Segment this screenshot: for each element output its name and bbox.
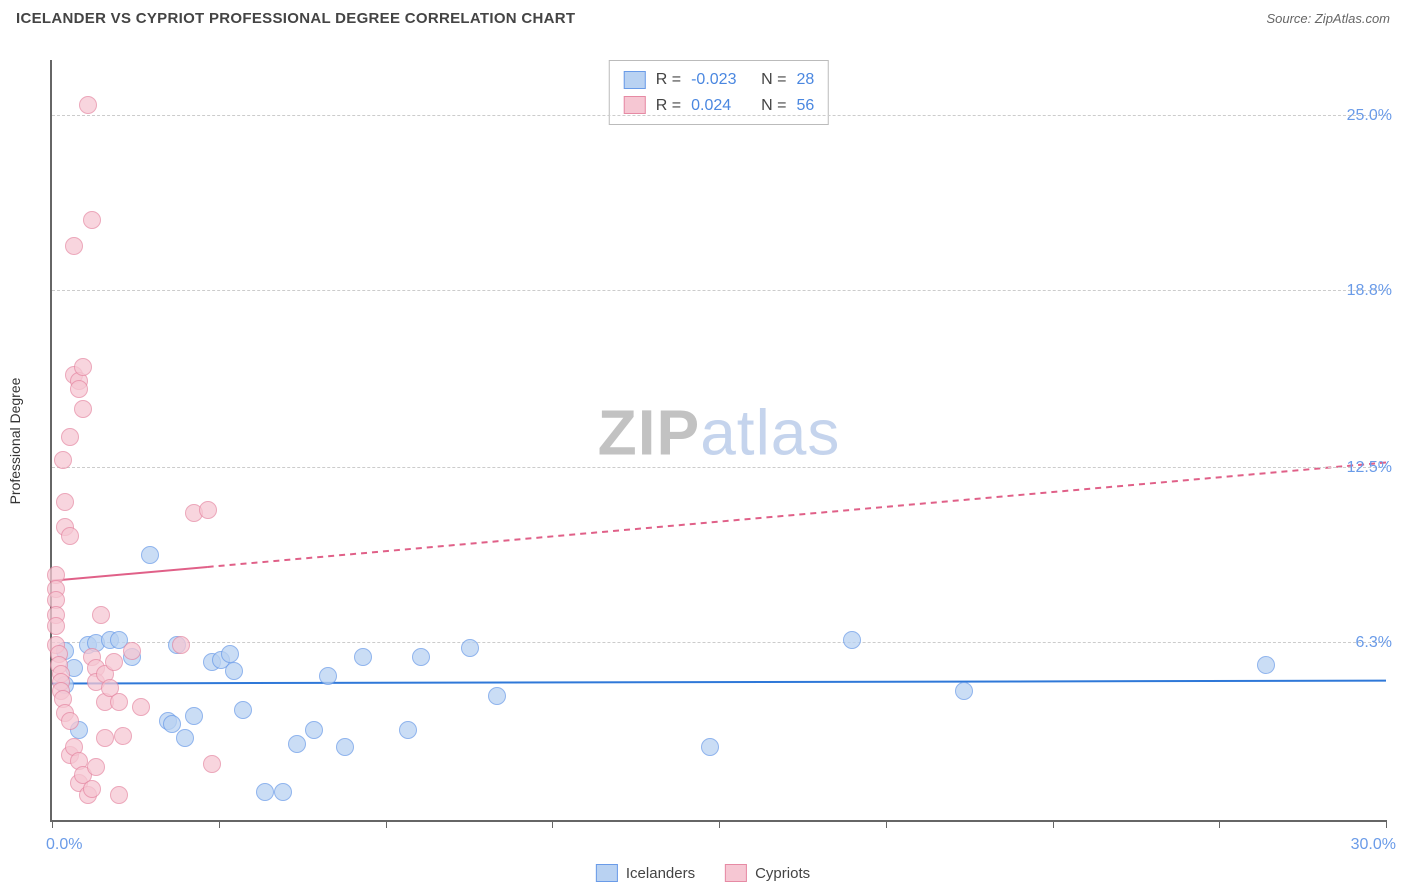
data-point	[336, 738, 354, 756]
data-point	[274, 783, 292, 801]
watermark-atlas: atlas	[700, 397, 840, 469]
data-point	[172, 636, 190, 654]
data-point	[843, 631, 861, 649]
data-point	[123, 642, 141, 660]
legend-swatch	[596, 864, 618, 882]
data-point	[110, 693, 128, 711]
data-point	[61, 428, 79, 446]
data-point	[203, 755, 221, 773]
legend-swatch	[624, 71, 646, 89]
y-axis-label: Professional Degree	[7, 378, 23, 505]
series-legend: Icelanders Cypriots	[596, 864, 810, 882]
gridline	[52, 290, 1386, 291]
gridline	[52, 642, 1386, 643]
legend-item: Cypriots	[725, 864, 810, 882]
x-tick	[1053, 820, 1054, 828]
data-point	[288, 735, 306, 753]
data-point	[461, 639, 479, 657]
legend-swatch	[624, 96, 646, 114]
data-point	[61, 527, 79, 545]
data-point	[70, 380, 88, 398]
data-point	[61, 712, 79, 730]
r-value: -0.023	[691, 67, 751, 93]
data-point	[96, 729, 114, 747]
data-point	[56, 493, 74, 511]
data-point	[141, 546, 159, 564]
data-point	[176, 729, 194, 747]
data-point	[955, 682, 973, 700]
legend-swatch	[725, 864, 747, 882]
x-tick	[552, 820, 553, 828]
data-point	[54, 451, 72, 469]
data-point	[305, 721, 323, 739]
data-point	[199, 501, 217, 519]
data-point	[701, 738, 719, 756]
data-point	[79, 96, 97, 114]
data-point	[488, 687, 506, 705]
x-tick	[719, 820, 720, 828]
gridline	[52, 115, 1386, 116]
legend-label: Icelanders	[626, 865, 695, 882]
x-tick	[886, 820, 887, 828]
data-point	[319, 667, 337, 685]
y-tick-label: 12.5%	[1337, 459, 1392, 477]
trend-lines	[52, 60, 1386, 820]
x-axis-max-label: 30.0%	[1351, 836, 1396, 854]
watermark-zip: ZIP	[598, 397, 701, 469]
data-point	[47, 617, 65, 635]
data-point	[92, 606, 110, 624]
data-point	[83, 211, 101, 229]
legend-item: Icelanders	[596, 864, 695, 882]
stats-row: R = -0.023 N = 28	[624, 67, 814, 93]
x-tick	[386, 820, 387, 828]
data-point	[185, 707, 203, 725]
x-tick	[52, 820, 53, 828]
legend-label: Cypriots	[755, 865, 810, 882]
y-tick-label: 25.0%	[1337, 107, 1392, 125]
n-label: N =	[761, 67, 786, 93]
x-tick	[1219, 820, 1220, 828]
data-point	[234, 701, 252, 719]
r-label: R =	[656, 67, 681, 93]
data-point	[132, 698, 150, 716]
chart-title: ICELANDER VS CYPRIOT PROFESSIONAL DEGREE…	[16, 10, 575, 27]
data-point	[65, 237, 83, 255]
x-tick	[1386, 820, 1387, 828]
data-point	[256, 783, 274, 801]
data-point	[114, 727, 132, 745]
data-point	[74, 358, 92, 376]
data-point	[221, 645, 239, 663]
data-point	[105, 653, 123, 671]
n-value: 28	[796, 67, 814, 93]
y-tick-label: 18.8%	[1337, 282, 1392, 300]
chart-header: ICELANDER VS CYPRIOT PROFESSIONAL DEGREE…	[0, 0, 1406, 33]
data-point	[399, 721, 417, 739]
data-point	[83, 780, 101, 798]
data-point	[74, 400, 92, 418]
data-point	[163, 715, 181, 733]
gridline	[52, 467, 1386, 468]
watermark: ZIPatlas	[598, 396, 841, 470]
data-point	[412, 648, 430, 666]
data-point	[110, 786, 128, 804]
data-point	[354, 648, 372, 666]
data-point	[87, 758, 105, 776]
plot-area: Professional Degree ZIPatlas R =-0.023N …	[50, 60, 1386, 822]
x-tick	[219, 820, 220, 828]
data-point	[1257, 656, 1275, 674]
data-point	[225, 662, 243, 680]
x-axis-min-label: 0.0%	[46, 836, 82, 854]
scatter-plot: ZIPatlas R =-0.023N =28R = 0.024N =56 6.…	[50, 60, 1386, 822]
y-tick-label: 6.3%	[1346, 634, 1392, 652]
chart-source: Source: ZipAtlas.com	[1266, 11, 1390, 26]
